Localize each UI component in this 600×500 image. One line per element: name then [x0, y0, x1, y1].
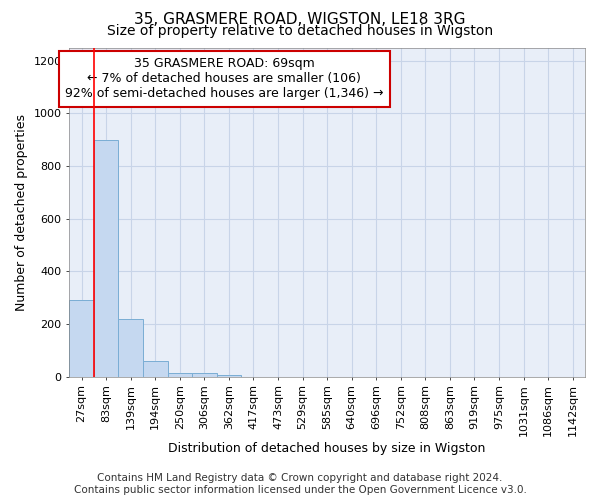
- Bar: [118, 319, 143, 377]
- Text: Contains HM Land Registry data © Crown copyright and database right 2024.
Contai: Contains HM Land Registry data © Crown c…: [74, 474, 526, 495]
- Bar: [143, 361, 167, 377]
- Text: 35, GRASMERE ROAD, WIGSTON, LE18 3RG: 35, GRASMERE ROAD, WIGSTON, LE18 3RG: [134, 12, 466, 28]
- X-axis label: Distribution of detached houses by size in Wigston: Distribution of detached houses by size …: [169, 442, 486, 455]
- Bar: [217, 374, 241, 377]
- Text: 35 GRASMERE ROAD: 69sqm
← 7% of detached houses are smaller (106)
92% of semi-de: 35 GRASMERE ROAD: 69sqm ← 7% of detached…: [65, 58, 383, 100]
- Bar: [167, 373, 192, 377]
- Y-axis label: Number of detached properties: Number of detached properties: [15, 114, 28, 310]
- Bar: [94, 140, 118, 377]
- Bar: [70, 300, 94, 377]
- Bar: [192, 373, 217, 377]
- Text: Size of property relative to detached houses in Wigston: Size of property relative to detached ho…: [107, 24, 493, 38]
- Title: 35, GRASMERE ROAD, WIGSTON, LE18 3RG
Size of property relative to detached house: 35, GRASMERE ROAD, WIGSTON, LE18 3RG Siz…: [0, 499, 1, 500]
